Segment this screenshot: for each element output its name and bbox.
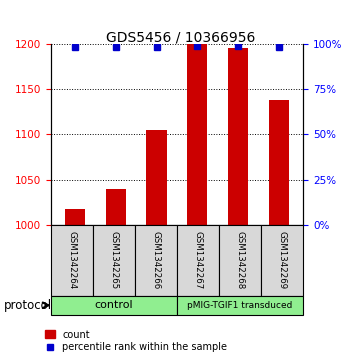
Text: protocol: protocol — [4, 299, 52, 312]
Text: GSM1342269: GSM1342269 — [278, 231, 287, 290]
Text: GSM1342268: GSM1342268 — [236, 231, 244, 290]
Text: GSM1342266: GSM1342266 — [151, 231, 160, 290]
Bar — [105, 189, 126, 225]
Legend: count, percentile rank within the sample: count, percentile rank within the sample — [41, 326, 231, 356]
Bar — [228, 48, 248, 225]
Bar — [65, 209, 85, 225]
Text: control: control — [95, 300, 133, 310]
Text: pMIG-TGIF1 transduced: pMIG-TGIF1 transduced — [187, 301, 293, 310]
Bar — [269, 100, 289, 225]
Text: GSM1342264: GSM1342264 — [67, 231, 76, 290]
Text: GSM1342265: GSM1342265 — [109, 231, 118, 290]
Text: GDS5456 / 10366956: GDS5456 / 10366956 — [106, 31, 255, 45]
Bar — [146, 130, 167, 225]
Bar — [187, 44, 208, 225]
Text: GSM1342267: GSM1342267 — [193, 231, 203, 290]
